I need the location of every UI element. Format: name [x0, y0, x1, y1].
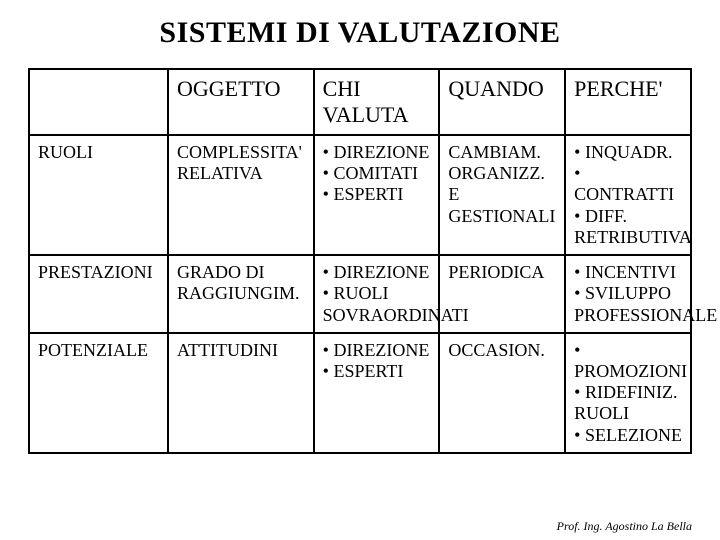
- cell-perche: • INCENTIVI• SVILUPPO PROFESSIONALE: [565, 255, 691, 333]
- cell-perche: • INQUADR.• CONTRATTI• DIFF. RETRIBUTIVA: [565, 135, 691, 255]
- cell-oggetto: ATTITUDINI: [168, 333, 314, 453]
- cell-chi: • DIREZIONE• COMITATI• ESPERTI: [314, 135, 440, 255]
- col-oggetto: OGGETTO: [168, 69, 314, 135]
- col-perche: PERCHE': [565, 69, 691, 135]
- table-row: PRESTAZIONI GRADO DI RAGGIUNGIM. • DIREZ…: [29, 255, 691, 333]
- footer-author: Prof. Ing. Agostino La Bella: [557, 519, 692, 534]
- row-label-ruoli: RUOLI: [29, 135, 168, 255]
- evaluation-table: OGGETTO CHI VALUTA QUANDO PERCHE' RUOLI …: [28, 68, 692, 454]
- table-header-row: OGGETTO CHI VALUTA QUANDO PERCHE': [29, 69, 691, 135]
- page-title: SISTEMI DI VALUTAZIONE: [28, 16, 692, 50]
- cell-oggetto: COMPLESSITA' RELATIVA: [168, 135, 314, 255]
- col-quando: QUANDO: [439, 69, 565, 135]
- row-label-prestazioni: PRESTAZIONI: [29, 255, 168, 333]
- cell-perche: • PROMOZIONI• RIDEFINIZ. RUOLI• SELEZION…: [565, 333, 691, 453]
- table-row: RUOLI COMPLESSITA' RELATIVA • DIREZIONE•…: [29, 135, 691, 255]
- cell-quando: CAMBIAM. ORGANIZZ. E GESTIONALI: [439, 135, 565, 255]
- cell-oggetto: GRADO DI RAGGIUNGIM.: [168, 255, 314, 333]
- table-row: POTENZIALE ATTITUDINI • DIREZIONE• ESPER…: [29, 333, 691, 453]
- cell-chi: • DIREZIONE• RUOLI SOVRAORDINATI: [314, 255, 440, 333]
- col-chi-valuta: CHI VALUTA: [314, 69, 440, 135]
- cell-chi: • DIREZIONE• ESPERTI: [314, 333, 440, 453]
- cell-quando: OCCASION.: [439, 333, 565, 453]
- slide: SISTEMI DI VALUTAZIONE OGGETTO CHI VALUT…: [0, 0, 720, 540]
- row-label-potenziale: POTENZIALE: [29, 333, 168, 453]
- col-blank: [29, 69, 168, 135]
